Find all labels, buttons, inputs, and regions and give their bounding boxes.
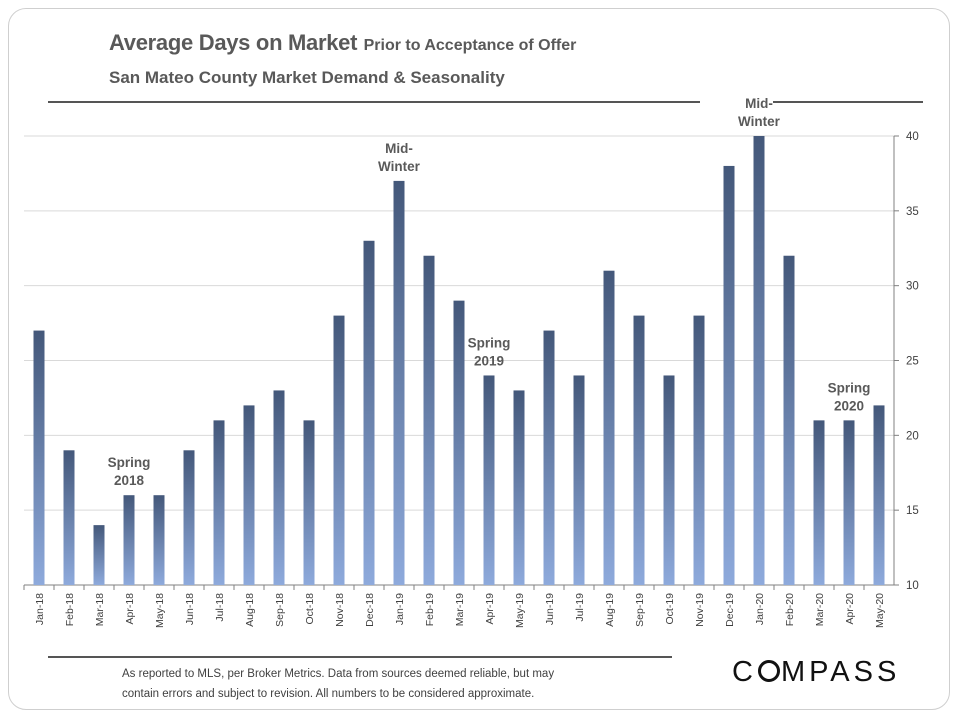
footnote-line-2: contain errors and subject to revision. … [122,688,535,700]
bar-apr-20 [843,420,855,585]
y-tick-label: 30 [906,281,919,293]
y-tick-label: 35 [906,206,919,218]
x-tick-label: Apr-20 [844,593,856,625]
bar-aug-19 [603,270,615,585]
x-tick-label: Jan-20 [754,593,766,625]
bar-may-19 [513,390,525,585]
footer-rule [48,656,672,658]
x-tick-label: Feb-20 [784,593,796,626]
bar-oct-18 [303,420,315,585]
x-tick-label: May-20 [874,593,886,628]
bar-aug-18 [243,405,255,585]
bar-jan-20 [753,136,765,585]
x-tick-label: Apr-18 [124,593,136,625]
bar-nov-19 [693,315,705,585]
annotation-label: Spring [108,455,151,470]
bar-may-20 [873,405,885,585]
y-tick-label: 20 [906,430,919,442]
annotation-label: Winter [738,114,781,129]
bar-may-18 [153,495,165,585]
x-tick-label: Aug-19 [604,593,616,627]
bar-mar-20 [813,420,825,585]
x-tick-label: Jul-18 [214,593,226,622]
x-tick-label: Feb-19 [424,593,436,626]
chart-subtitle: San Mateo County Market Demand & Seasona… [109,68,505,87]
x-tick-label: Aug-18 [244,593,256,627]
x-tick-label: Mar-19 [454,593,466,626]
bar-feb-18 [63,450,75,585]
bar-jun-19 [543,330,555,585]
x-tick-label: Feb-18 [64,593,76,626]
y-tick-label: 15 [906,505,919,517]
bar-sep-19 [633,315,645,585]
y-tick-label: 25 [906,356,919,368]
chart-title-main: Average Days on Market [109,30,358,55]
logo-circle-icon [757,660,780,682]
bar-oct-19 [663,375,675,585]
bar-mar-18 [93,525,105,585]
annotation-label: Spring [468,335,511,350]
x-tick-label: Jul-19 [574,593,586,622]
annotation-label: Mid- [385,141,413,156]
x-tick-label: Jun-19 [544,593,556,625]
slide-frame [8,8,950,710]
bar-sep-18 [273,390,285,585]
annotation-label: 2020 [834,398,864,413]
y-tick-label: 40 [906,131,919,143]
compass-logo: C MPASS [732,656,901,688]
bar-jul-19 [573,375,585,585]
x-tick-label: Dec-18 [364,593,376,627]
x-tick-label: Mar-18 [94,593,106,626]
bar-apr-19 [483,375,495,585]
x-tick-label: Jan-18 [34,593,46,625]
x-tick-label: Oct-19 [664,593,676,625]
bar-dec-18 [363,240,375,585]
bar-mar-19 [453,300,465,585]
bar-jan-19 [393,180,405,585]
annotation-label: Winter [378,159,421,174]
x-tick-label: Oct-18 [304,593,316,625]
bar-apr-18 [123,495,135,585]
bar-nov-18 [333,315,345,585]
x-tick-label: Mar-20 [814,593,826,626]
bar-dec-19 [723,165,735,585]
bar-feb-20 [783,255,795,585]
footnote-line-1: As reported to MLS, per Broker Metrics. … [122,668,555,680]
x-tick-label: Jan-19 [394,593,406,625]
x-tick-label: Dec-19 [724,593,736,627]
bar-jun-18 [183,450,195,585]
x-tick-label: May-19 [514,593,526,628]
x-tick-label: Nov-18 [334,593,346,627]
bar-jul-18 [213,420,225,585]
x-tick-label: May-18 [154,593,166,628]
x-tick-label: Nov-19 [694,593,706,627]
x-tick-label: Sep-19 [634,593,646,627]
x-tick-label: Sep-18 [274,593,286,627]
x-tick-label: Jun-18 [184,593,196,625]
header-rule-right [773,101,923,103]
annotation-label: 2019 [474,353,504,368]
chart-title-suffix: Prior to Acceptance of Offer [363,37,577,54]
annotation-label: Mid- [745,96,773,111]
bar-feb-19 [423,255,435,585]
x-tick-label: Apr-19 [484,593,496,625]
annotation-label: 2018 [114,473,145,488]
header-rule-left [48,101,700,103]
chart-title: Average Days on Market Prior to Acceptan… [109,30,576,56]
y-tick-label: 10 [906,580,919,592]
bar-jan-18 [33,330,45,585]
annotation-label: Spring [828,380,871,395]
source-footnote: As reported to MLS, per Broker Metrics. … [122,664,554,704]
